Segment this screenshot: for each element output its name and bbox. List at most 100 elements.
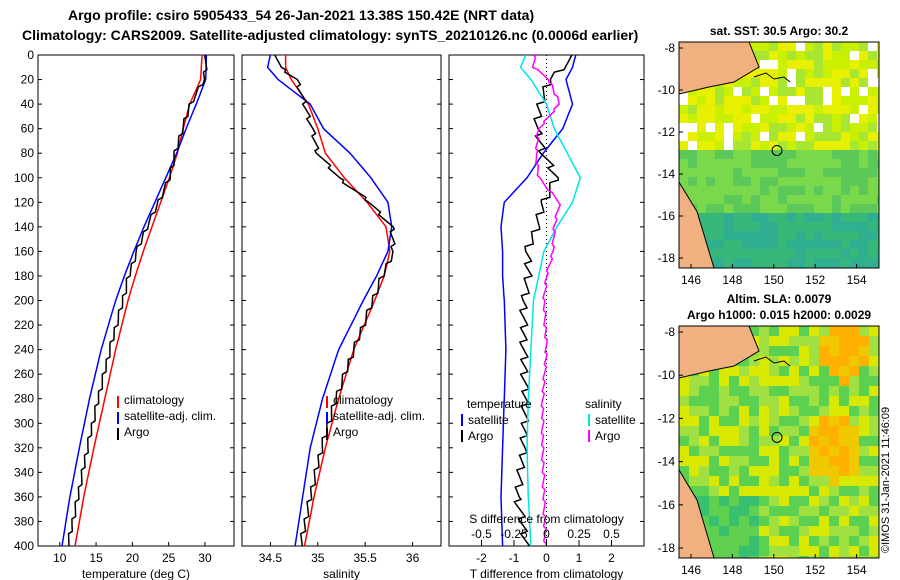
map-cell	[796, 195, 805, 204]
map-cell	[751, 150, 760, 159]
map-cell	[819, 386, 829, 396]
map-cell	[869, 326, 879, 336]
lon-tick-label: 150	[764, 563, 784, 577]
map-cell	[859, 78, 868, 87]
map-cell	[760, 204, 769, 213]
map-cell	[697, 150, 706, 159]
map-cell	[688, 132, 697, 141]
map-cell	[868, 78, 877, 87]
legend-label: satellite-adj. clim.	[124, 409, 216, 423]
map-cell	[819, 496, 829, 506]
map-cell	[809, 376, 819, 386]
map-cell	[778, 87, 787, 96]
map-cell	[689, 426, 699, 436]
map-cell	[760, 42, 769, 51]
map-cell	[841, 195, 850, 204]
map-cell	[799, 326, 809, 336]
map-cell	[829, 546, 839, 556]
map-cell	[779, 486, 789, 496]
map-cell	[697, 114, 706, 123]
map-cell	[849, 386, 859, 396]
map-cell	[823, 105, 832, 114]
map-cell	[814, 213, 823, 222]
map-cell	[789, 336, 799, 346]
map-cell	[760, 231, 769, 240]
map-cell	[841, 114, 850, 123]
map-cell	[699, 466, 709, 476]
map-cell	[839, 506, 849, 516]
map-cell	[715, 195, 724, 204]
map-cell	[729, 506, 739, 516]
map-cell	[877, 222, 879, 231]
map-cell	[787, 141, 796, 150]
map-cell	[709, 546, 719, 556]
map-cell	[724, 195, 733, 204]
map-cell	[769, 376, 779, 386]
map-cell	[778, 51, 787, 60]
map-cell	[769, 506, 779, 516]
legend-label: Argo	[595, 429, 621, 443]
map-cell	[859, 506, 869, 516]
map-cell	[796, 213, 805, 222]
map-cell	[724, 240, 733, 249]
map-cell	[679, 396, 689, 406]
map-cell	[679, 426, 689, 436]
map-cell	[859, 204, 868, 213]
map-cell	[868, 123, 877, 132]
map-cell	[697, 213, 706, 222]
map-cell	[739, 366, 749, 376]
map-cell	[859, 356, 869, 366]
legend-label: climatology	[124, 393, 184, 407]
map-cell	[719, 386, 729, 396]
map-cell	[823, 177, 832, 186]
map-cell	[787, 222, 796, 231]
map-cell	[719, 406, 729, 416]
map-cell	[859, 51, 868, 60]
map-cell	[789, 496, 799, 506]
map-cell	[849, 376, 859, 386]
map-cell	[778, 105, 787, 114]
map-cell	[742, 222, 751, 231]
map-cell	[859, 105, 868, 114]
map-cell	[787, 87, 796, 96]
map-cell	[769, 51, 778, 60]
series-line-temperature	[67, 54, 208, 546]
s-xtick-label: 0.25	[567, 527, 591, 541]
xtick-label: 20	[126, 551, 140, 565]
map-cell	[689, 376, 699, 386]
map-cell	[742, 150, 751, 159]
map-cell	[789, 476, 799, 486]
map-cell	[760, 222, 769, 231]
map-cell	[841, 168, 850, 177]
map-cell	[869, 346, 879, 356]
map-cell	[679, 105, 688, 114]
map-cell	[832, 42, 841, 51]
map-sla: -8 -10 -12 -14 -16 -18 146 148 150 152 154 Altim. S…	[658, 292, 880, 577]
map-cell	[769, 446, 779, 456]
map-cell	[715, 258, 724, 267]
map-cell	[849, 546, 859, 556]
map-cell	[679, 96, 688, 105]
map-cell	[751, 78, 760, 87]
map-cell	[868, 159, 877, 168]
map-cell	[823, 222, 832, 231]
x-axis-label: T difference from climatology	[470, 567, 624, 580]
map-cell	[869, 456, 879, 466]
map-cell	[832, 51, 841, 60]
map-cell	[724, 150, 733, 159]
map-cell	[849, 516, 859, 526]
map-cell	[729, 426, 739, 436]
map-cell	[850, 123, 859, 132]
map-cell	[839, 326, 849, 336]
map-cell	[850, 87, 859, 96]
map-cell	[751, 51, 760, 60]
map-cell	[778, 213, 787, 222]
map-cell	[778, 258, 787, 267]
map-cell	[877, 141, 879, 150]
map-cell	[699, 486, 709, 496]
map-cell	[759, 336, 769, 346]
map-cell	[819, 466, 829, 476]
ytick-label: 280	[14, 392, 34, 406]
map-cell	[679, 177, 688, 186]
map-cell	[733, 258, 742, 267]
